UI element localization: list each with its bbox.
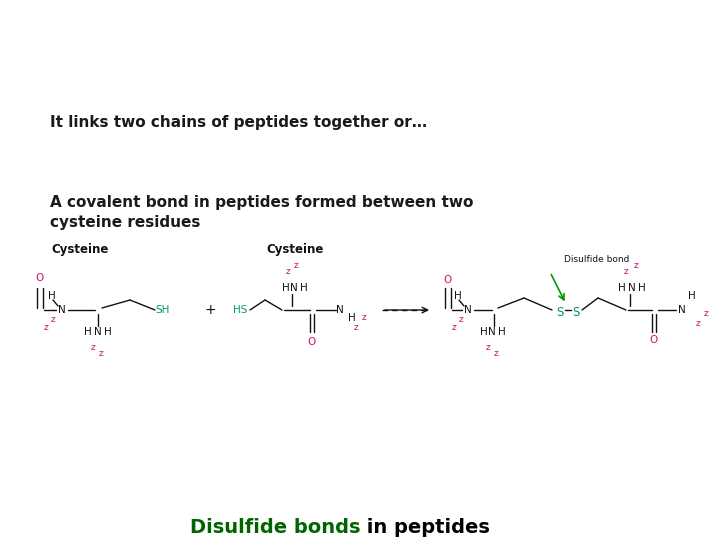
Text: H: H (104, 327, 112, 337)
Text: SH: SH (156, 305, 170, 315)
Text: z: z (50, 315, 55, 325)
Text: O: O (308, 337, 316, 347)
Text: O: O (444, 275, 452, 285)
Text: z: z (361, 314, 366, 322)
Text: H: H (300, 283, 308, 293)
Text: z: z (91, 343, 95, 353)
Text: S: S (557, 306, 564, 319)
Text: Cysteine: Cysteine (266, 244, 324, 256)
Text: N: N (336, 305, 344, 315)
Text: O: O (650, 335, 658, 345)
Text: N: N (488, 327, 496, 337)
Text: H: H (348, 313, 356, 323)
Text: Disulfide bonds: Disulfide bonds (189, 518, 360, 537)
Text: Disulfide bond: Disulfide bond (564, 255, 629, 265)
Text: N: N (58, 305, 66, 315)
Text: H: H (638, 283, 646, 293)
Text: O: O (36, 273, 44, 283)
Text: N: N (678, 305, 686, 315)
Text: z: z (494, 349, 498, 359)
Text: HS: HS (233, 305, 247, 315)
Text: H: H (48, 291, 56, 301)
Text: N: N (290, 283, 298, 293)
Text: z: z (294, 261, 298, 271)
Text: Cysteine: Cysteine (51, 244, 109, 256)
Text: z: z (286, 267, 290, 276)
Text: H: H (84, 327, 92, 337)
Text: z: z (44, 323, 48, 333)
Text: z: z (485, 343, 490, 353)
Text: +: + (204, 303, 216, 317)
Text: H: H (282, 283, 290, 293)
Text: z: z (703, 309, 708, 319)
Text: z: z (459, 315, 464, 325)
Text: z: z (634, 261, 639, 271)
Text: z: z (696, 320, 701, 328)
Text: N: N (628, 283, 636, 293)
Text: z: z (451, 323, 456, 333)
Text: H: H (498, 327, 506, 337)
Text: H: H (454, 291, 462, 301)
Text: H: H (480, 327, 488, 337)
Text: H: H (618, 283, 626, 293)
Text: H: H (688, 291, 696, 301)
Text: z: z (99, 349, 104, 359)
Text: N: N (94, 327, 102, 337)
Text: N: N (464, 305, 472, 315)
Text: in peptides: in peptides (360, 518, 490, 537)
Text: S: S (572, 306, 580, 319)
Text: z: z (624, 267, 629, 276)
Text: A covalent bond in peptides formed between two
cysteine residues: A covalent bond in peptides formed betwe… (50, 195, 473, 230)
Text: It links two chains of peptides together or…: It links two chains of peptides together… (50, 115, 427, 130)
Text: z: z (354, 323, 359, 333)
